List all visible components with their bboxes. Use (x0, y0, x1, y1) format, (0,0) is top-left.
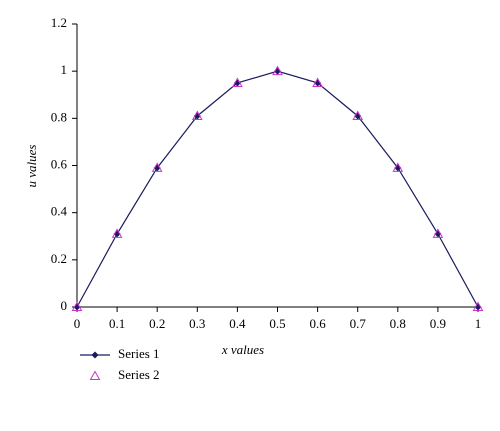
data-point (312, 77, 323, 87)
x-tick-label: 1 (475, 316, 482, 331)
x-tick-label: 0.4 (229, 316, 246, 331)
y-axis-label: u values (24, 145, 39, 188)
y-tick-label: 0.6 (51, 156, 68, 171)
data-point (392, 162, 404, 172)
x-tick-label: 0.8 (390, 316, 406, 331)
x-tick-label: 0.1 (109, 316, 125, 331)
legend-marker (89, 370, 101, 380)
legend-label: Series 1 (118, 346, 160, 361)
x-axis-label: x values (221, 342, 264, 357)
data-point (111, 228, 123, 238)
x-tick-label: 0.2 (149, 316, 165, 331)
y-tick-label: 0.2 (51, 251, 67, 266)
data-point (71, 301, 83, 311)
y-tick-label: 0.4 (51, 204, 68, 219)
y-tick-label: 1.2 (51, 15, 67, 30)
y-tick-label: 0.8 (51, 109, 67, 124)
x-tick-label: 0.5 (269, 316, 285, 331)
data-point (191, 110, 203, 120)
x-tick-label: 0 (74, 316, 81, 331)
data-point (151, 162, 163, 172)
x-tick-label: 0.3 (189, 316, 205, 331)
legend-label: Series 2 (118, 367, 160, 382)
x-tick-label: 0.7 (350, 316, 367, 331)
x-tick-label: 0.9 (430, 316, 446, 331)
data-point (352, 110, 364, 120)
data-point (432, 228, 444, 238)
y-tick-label: 1 (61, 62, 68, 77)
data-point (272, 65, 283, 76)
y-tick-label: 0 (61, 298, 68, 313)
legend-marker (91, 351, 99, 359)
data-point (232, 77, 243, 87)
series-line (76, 70, 479, 308)
data-point (472, 301, 484, 311)
x-tick-label: 0.6 (309, 316, 326, 331)
